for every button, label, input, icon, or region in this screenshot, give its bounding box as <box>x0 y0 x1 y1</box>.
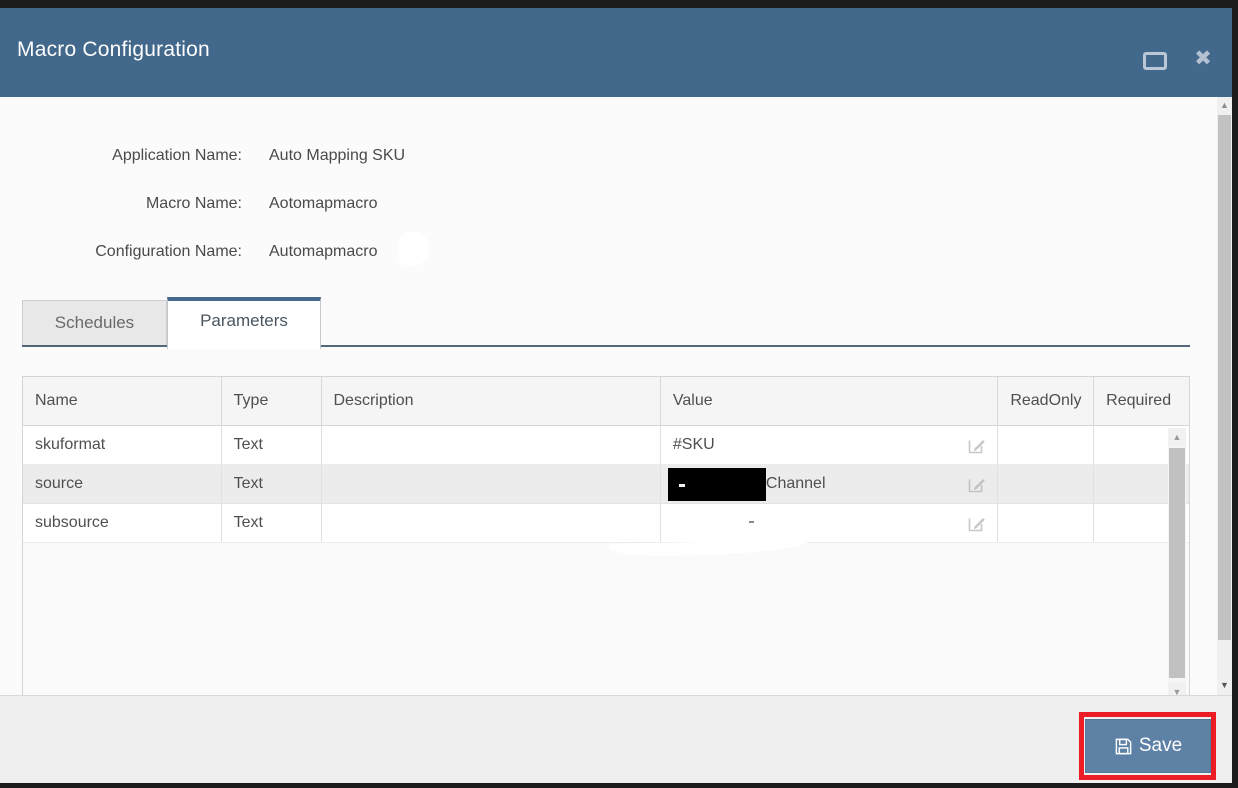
table-header-row: Name Type Description Value ReadOnly Req… <box>23 377 1189 426</box>
table-scrollbar[interactable]: ▲ ▼ <box>1168 428 1186 701</box>
value-text: #SKU <box>672 436 715 453</box>
cell-name: skuformat <box>35 436 106 453</box>
cell-value: #SKU <box>659 426 997 464</box>
dialog-header: Macro Configuration ✖ <box>0 8 1232 97</box>
cell-description <box>320 465 660 503</box>
cell-type: Text <box>220 426 321 464</box>
value-text: Channel <box>765 475 826 492</box>
cell-name: source <box>35 475 84 492</box>
table-scrollbar-thumb[interactable] <box>1169 448 1185 678</box>
macro-configuration-dialog: Macro Configuration ✖ Application Name: … <box>0 8 1232 783</box>
dialog-title: Macro Configuration <box>17 38 210 61</box>
column-header-value[interactable]: Value <box>659 377 997 425</box>
save-button[interactable]: Save <box>1085 719 1211 773</box>
red-annotation-rectangle <box>1079 712 1216 780</box>
scroll-down-icon[interactable]: ▼ <box>1220 680 1229 690</box>
close-icon[interactable]: ✖ <box>1194 47 1212 70</box>
table-row[interactable]: source Text Channel <box>23 465 1189 504</box>
screenshot-artifact <box>748 521 754 523</box>
cell-type: Text <box>220 465 321 503</box>
field-macro-name: Macro Name: Aotomapmacro <box>20 195 720 217</box>
application-name-value: Auto Mapping SKU <box>269 147 406 164</box>
dialog-scrollbar[interactable]: ▲ ▼ <box>1217 97 1232 695</box>
tab-schedules[interactable]: Schedules <box>22 300 167 345</box>
column-header-required[interactable]: Required <box>1093 377 1189 425</box>
cell-name: subsource <box>35 514 109 531</box>
parameters-table: Name Type Description Value ReadOnly Req… <box>22 376 1190 702</box>
tab-parameters[interactable]: Parameters <box>167 297 321 349</box>
application-name-label: Application Name: <box>112 147 242 164</box>
cell-required <box>1093 426 1189 464</box>
edit-value-icon[interactable] <box>966 513 987 534</box>
configuration-name-label: Configuration Name: <box>95 243 242 260</box>
macro-name-label: Macro Name: <box>145 195 242 212</box>
column-header-readonly[interactable]: ReadOnly <box>997 377 1093 425</box>
maximize-icon[interactable] <box>1143 52 1167 70</box>
cell-readonly <box>997 465 1093 503</box>
cell-value: Channel <box>659 465 997 503</box>
scroll-up-icon[interactable]: ▲ <box>1168 428 1186 446</box>
cell-description <box>320 504 660 542</box>
table-row[interactable]: skuformat Text #SKU <box>23 426 1189 465</box>
cell-type: Text <box>220 504 321 542</box>
field-application-name: Application Name: Auto Mapping SKU <box>20 147 720 169</box>
edit-value-icon[interactable] <box>966 474 987 495</box>
macro-name-value: Aotomapmacro <box>269 195 378 212</box>
save-floppy-icon <box>1115 738 1132 754</box>
tab-strip-underline <box>22 345 1190 347</box>
field-configuration-name: Configuration Name: Automapmacro <box>20 243 720 265</box>
dialog-footer: Save <box>0 695 1232 783</box>
column-header-type[interactable]: Type <box>220 377 321 425</box>
table-row[interactable]: subsource Text <box>23 504 1189 543</box>
whiteout-redaction-blob <box>398 232 429 266</box>
cell-readonly <box>997 426 1093 464</box>
scroll-up-icon[interactable]: ▲ <box>1220 100 1229 110</box>
dialog-scrollbar-thumb[interactable] <box>1218 115 1231 640</box>
column-header-description[interactable]: Description <box>320 377 660 425</box>
cell-description <box>320 426 660 464</box>
edit-value-icon[interactable] <box>966 435 987 456</box>
cell-value <box>659 504 997 542</box>
cell-readonly <box>997 504 1093 542</box>
column-header-name[interactable]: Name <box>35 392 78 409</box>
black-redaction-box <box>667 467 766 501</box>
save-button-label: Save <box>1138 735 1183 756</box>
configuration-name-value: Automapmacro <box>269 243 378 260</box>
cell-required <box>1093 504 1189 542</box>
whiteout-redaction-smudge <box>608 540 810 557</box>
cell-required <box>1093 465 1189 503</box>
